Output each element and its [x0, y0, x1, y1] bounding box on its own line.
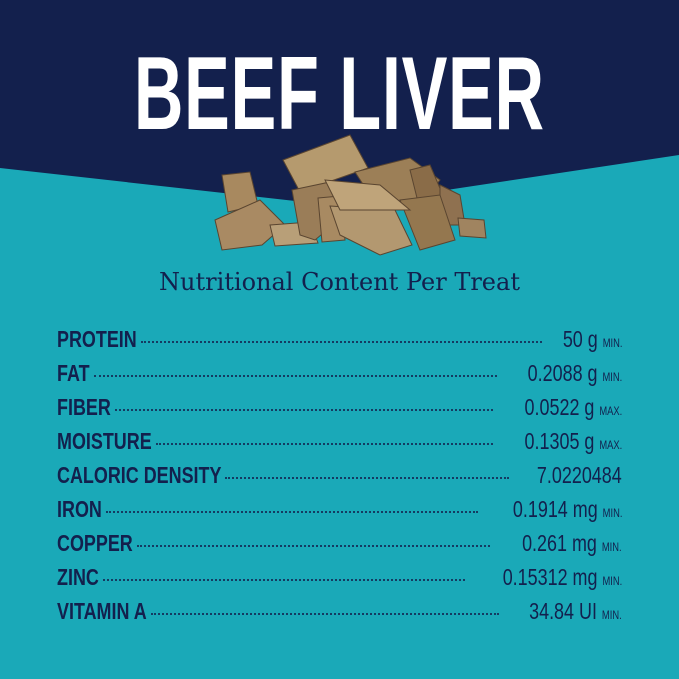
nutrient-value: 50 g MIN.	[562, 326, 622, 352]
nutrient-qualifier: MIN.	[602, 540, 622, 554]
dot-leader	[225, 477, 510, 479]
beef-liver-image	[214, 134, 487, 256]
nutrient-qualifier: MIN.	[602, 370, 622, 384]
dot-leader	[136, 545, 491, 547]
nutrient-qualifier: MAX.	[599, 438, 622, 452]
nutrient-row: FAT 0.2088 g MIN.	[57, 360, 622, 394]
nutrient-qualifier: MIN.	[602, 336, 622, 350]
dot-leader	[102, 579, 465, 581]
nutrient-row: COPPER 0.261 mg MIN.	[57, 530, 622, 564]
dot-leader	[105, 511, 478, 513]
dot-leader	[114, 409, 493, 411]
nutrient-label: PROTEIN	[57, 326, 137, 352]
nutrient-qualifier: MIN.	[602, 608, 622, 622]
dot-leader	[93, 375, 497, 377]
nutrient-qualifier: MAX.	[599, 404, 622, 418]
nutrient-label: COPPER	[57, 530, 133, 556]
navy-banner	[0, 0, 679, 206]
nutrient-label: IRON	[57, 496, 102, 522]
nutrient-row: FIBER 0.0522 g MAX.	[57, 394, 622, 428]
nutrient-value: 0.15312 mg MIN.	[502, 564, 622, 590]
dot-leader	[140, 341, 542, 343]
nutrient-label: FIBER	[57, 394, 111, 420]
dot-leader	[150, 613, 500, 615]
nutrient-label: ZINC	[57, 564, 99, 590]
nutrient-label: FAT	[57, 360, 90, 386]
nutrient-label: MOISTURE	[57, 428, 152, 454]
nutrition-table: PROTEIN 50 g MIN. FAT 0.2088 g MIN. FIBER 0.0…	[57, 326, 622, 632]
nutrient-value: 7.0220484	[537, 462, 622, 488]
nutrient-value: 0.2088 g MIN.	[527, 360, 622, 386]
nutrient-value: 0.1914 mg MIN.	[512, 496, 622, 522]
nutrient-qualifier: MIN.	[602, 574, 622, 588]
nutrient-row: CALORIC DENSITY 7.0220484	[57, 462, 622, 496]
nutrient-row: VITAMIN A 34.84 UI MIN.	[57, 598, 622, 632]
nutrient-label: VITAMIN A	[57, 598, 147, 624]
nutrient-row: MOISTURE 0.1305 g MAX.	[57, 428, 622, 462]
section-heading: Nutritional Content Per Treat	[159, 268, 520, 296]
nutrient-label: CALORIC DENSITY	[57, 462, 222, 488]
nutrient-row: IRON 0.1914 mg MIN.	[57, 496, 622, 530]
product-title: BEEF LIVER	[134, 36, 545, 152]
nutrient-qualifier: MIN.	[602, 506, 622, 520]
nutrient-value: 34.84 UI MIN.	[529, 598, 622, 624]
nutrient-value: 0.1305 g MAX.	[524, 428, 622, 454]
nutrient-value: 0.261 mg MIN.	[522, 530, 622, 556]
dot-leader	[155, 443, 493, 445]
nutrient-value: 0.0522 g MAX.	[524, 394, 622, 420]
nutrient-row: PROTEIN 50 g MIN.	[57, 326, 622, 360]
nutrient-row: ZINC 0.15312 mg MIN.	[57, 564, 622, 598]
